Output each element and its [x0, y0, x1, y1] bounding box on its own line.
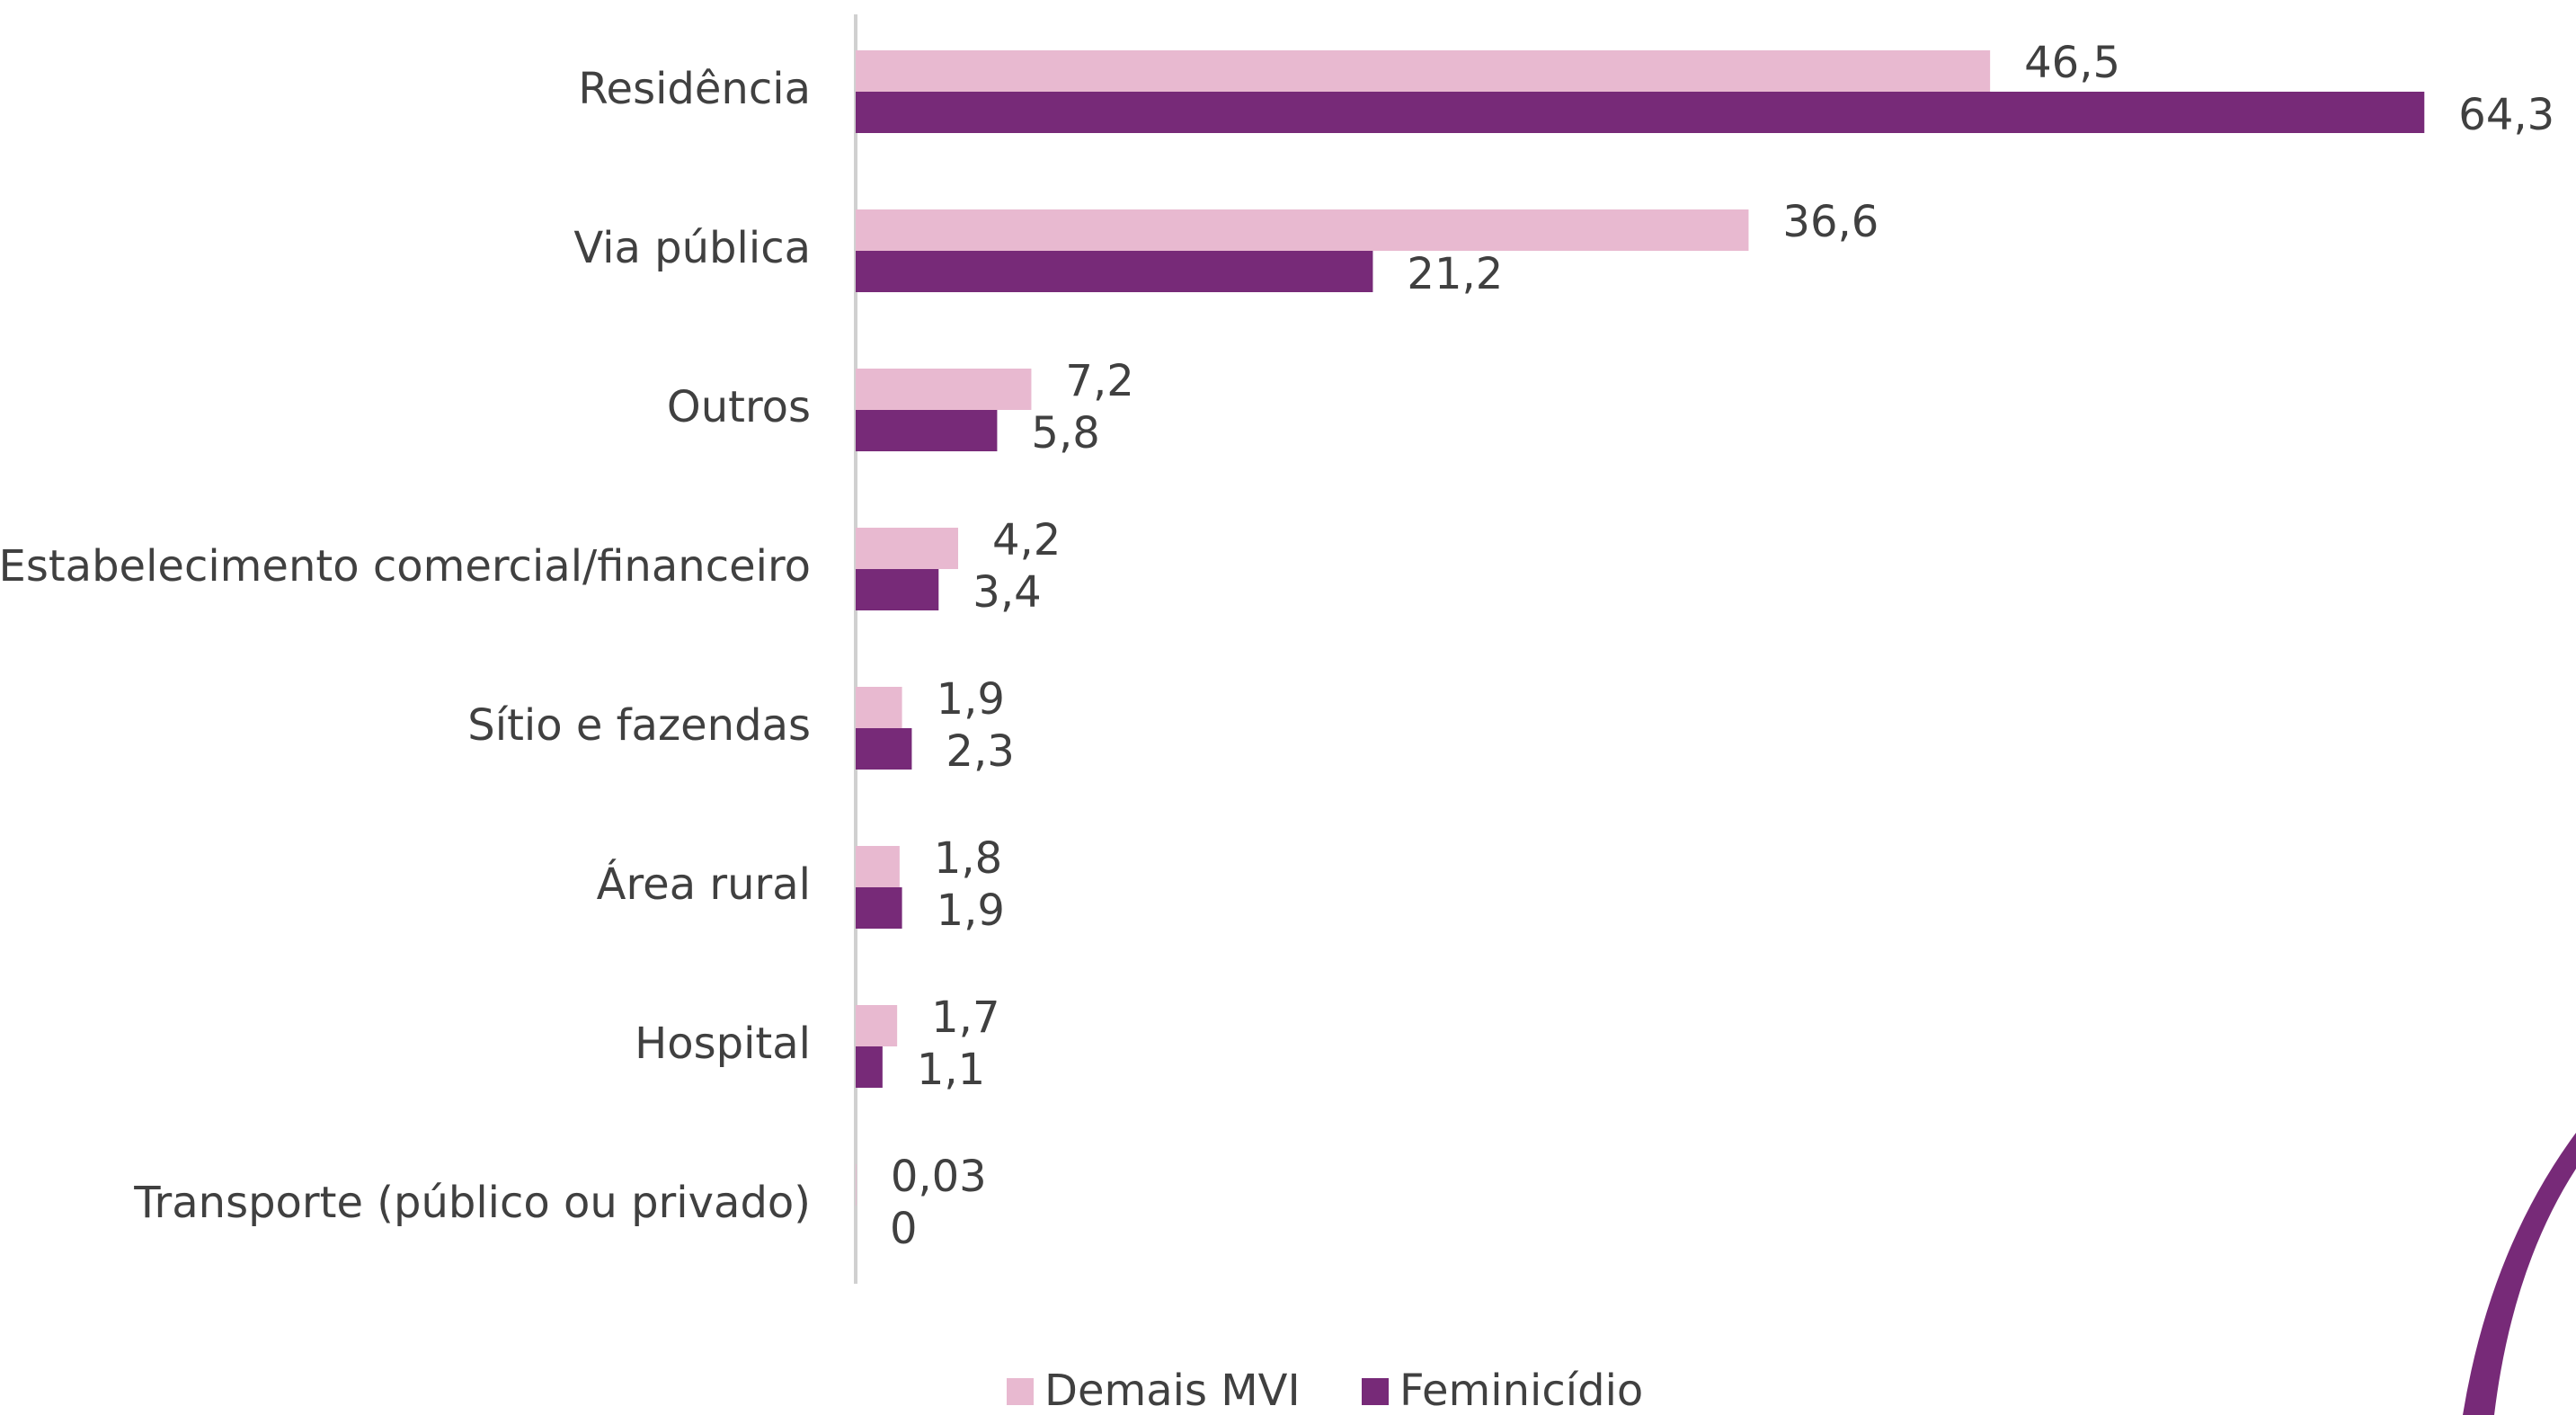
data-label: 1,9 [937, 885, 1005, 936]
data-label: 3,4 [973, 567, 1041, 618]
data-label: 46,5 [2024, 38, 2120, 88]
data-label: 5,8 [1031, 408, 1099, 458]
legend-label: Feminicídio [1399, 1366, 1643, 1415]
category-label: Outros [667, 382, 811, 432]
legend-swatch [1362, 1378, 1389, 1405]
category-label: Área rural [597, 859, 811, 910]
bar [856, 1164, 857, 1206]
bar [856, 846, 900, 887]
bar [856, 528, 958, 569]
bar [856, 410, 998, 451]
category-label: Transporte (público ou privado) [133, 1178, 811, 1228]
data-label: 64,3 [2458, 90, 2554, 140]
data-label: 7,2 [1065, 356, 1133, 406]
bar [856, 1046, 883, 1088]
bar [856, 369, 1032, 410]
data-label: 0 [890, 1204, 918, 1254]
legend-swatch [1007, 1378, 1034, 1405]
category-label: Sítio e fazendas [467, 700, 811, 751]
data-label: 21,2 [1407, 249, 1503, 299]
bar [856, 50, 1991, 92]
bar [856, 92, 2425, 133]
bar [856, 887, 902, 929]
legend-label: Demais MVI [1044, 1366, 1301, 1415]
data-label: 1,1 [917, 1045, 985, 1095]
data-label: 1,7 [931, 992, 999, 1043]
decoration [2463, 1133, 2576, 1415]
bar [856, 728, 912, 770]
data-label: 1,9 [937, 674, 1005, 725]
bar [856, 569, 939, 610]
bar [856, 251, 1373, 292]
data-label: 1,8 [934, 833, 1002, 884]
data-label: 2,3 [946, 726, 1014, 777]
bar [856, 209, 1749, 251]
bar [856, 687, 902, 728]
category-label: Via pública [573, 223, 811, 273]
bar [856, 1005, 898, 1046]
category-label: Estabelecimento comercial/financeiro [0, 541, 811, 592]
category-label: Hospital [635, 1019, 811, 1069]
data-label: 36,6 [1782, 197, 1879, 247]
data-label: 4,2 [992, 515, 1061, 565]
category-label: Residência [578, 64, 811, 114]
data-label: 0,03 [891, 1152, 987, 1202]
